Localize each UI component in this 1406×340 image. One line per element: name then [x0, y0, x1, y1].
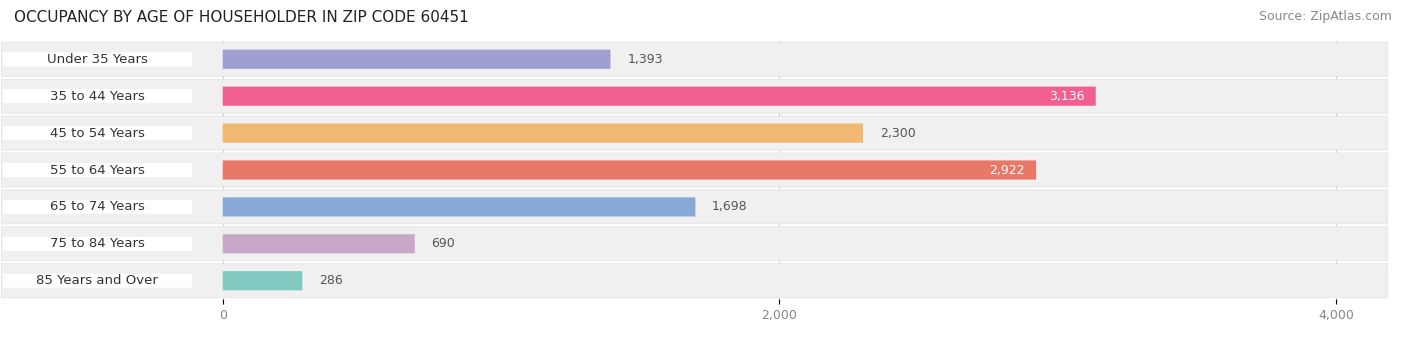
- Text: 1,393: 1,393: [627, 53, 662, 66]
- Text: 85 Years and Over: 85 Years and Over: [37, 274, 159, 287]
- FancyBboxPatch shape: [1, 264, 1388, 298]
- FancyBboxPatch shape: [222, 87, 1095, 106]
- FancyBboxPatch shape: [3, 163, 193, 177]
- Text: Under 35 Years: Under 35 Years: [46, 53, 148, 66]
- Text: 2,300: 2,300: [880, 126, 915, 140]
- FancyBboxPatch shape: [3, 200, 193, 214]
- Text: Source: ZipAtlas.com: Source: ZipAtlas.com: [1258, 10, 1392, 23]
- FancyBboxPatch shape: [1, 153, 1388, 187]
- Text: 55 to 64 Years: 55 to 64 Years: [51, 164, 145, 176]
- FancyBboxPatch shape: [3, 52, 193, 66]
- Text: 286: 286: [319, 274, 343, 287]
- Text: 1,698: 1,698: [711, 200, 748, 214]
- Text: 65 to 74 Years: 65 to 74 Years: [51, 200, 145, 214]
- FancyBboxPatch shape: [1, 190, 1388, 224]
- Text: 45 to 54 Years: 45 to 54 Years: [51, 126, 145, 140]
- FancyBboxPatch shape: [222, 50, 610, 69]
- Text: 75 to 84 Years: 75 to 84 Years: [51, 237, 145, 250]
- FancyBboxPatch shape: [3, 89, 193, 103]
- FancyBboxPatch shape: [3, 126, 193, 140]
- FancyBboxPatch shape: [222, 197, 696, 217]
- Text: 690: 690: [432, 237, 456, 250]
- FancyBboxPatch shape: [1, 116, 1388, 150]
- Text: 3,136: 3,136: [1049, 90, 1084, 103]
- FancyBboxPatch shape: [222, 123, 863, 143]
- FancyBboxPatch shape: [222, 234, 415, 253]
- FancyBboxPatch shape: [222, 271, 302, 290]
- Text: 2,922: 2,922: [990, 164, 1025, 176]
- FancyBboxPatch shape: [3, 237, 193, 251]
- Text: 35 to 44 Years: 35 to 44 Years: [51, 90, 145, 103]
- FancyBboxPatch shape: [3, 274, 193, 288]
- FancyBboxPatch shape: [222, 160, 1036, 180]
- FancyBboxPatch shape: [1, 227, 1388, 261]
- FancyBboxPatch shape: [1, 42, 1388, 76]
- FancyBboxPatch shape: [1, 79, 1388, 113]
- Text: OCCUPANCY BY AGE OF HOUSEHOLDER IN ZIP CODE 60451: OCCUPANCY BY AGE OF HOUSEHOLDER IN ZIP C…: [14, 10, 468, 25]
